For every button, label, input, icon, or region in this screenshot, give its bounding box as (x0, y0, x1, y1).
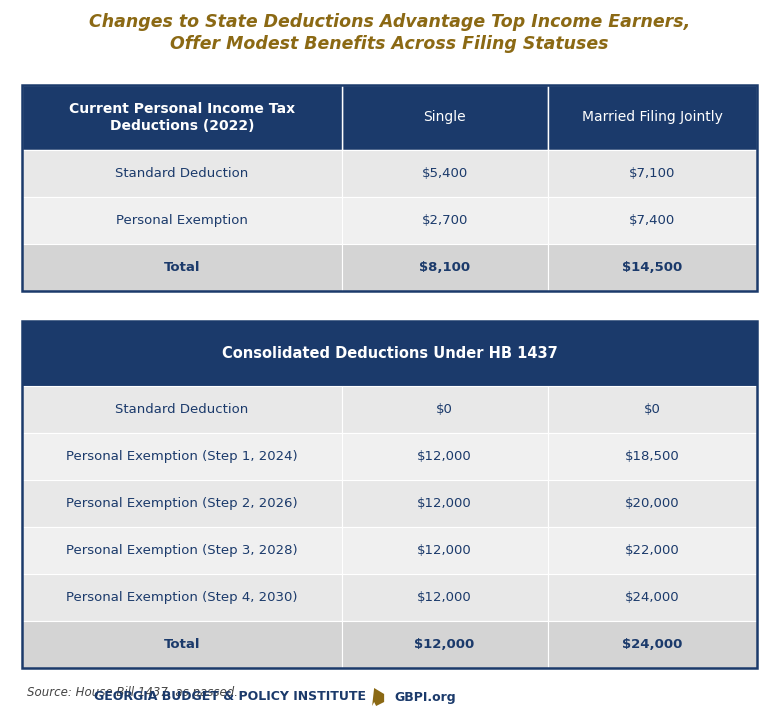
Bar (342, 527, 548, 574)
Text: $7,100: $7,100 (629, 167, 675, 180)
Bar (548, 574, 757, 621)
Text: $2,700: $2,700 (421, 214, 468, 227)
Bar (22, 85, 757, 150)
Bar (22, 85, 342, 150)
Bar (342, 621, 548, 668)
Bar (342, 480, 548, 527)
Text: Personal Exemption (Step 3, 2028): Personal Exemption (Step 3, 2028) (66, 544, 298, 557)
Bar (548, 621, 757, 668)
Text: Single: Single (423, 111, 466, 124)
Text: $0: $0 (436, 403, 453, 416)
Bar (342, 150, 548, 197)
Text: $20,000: $20,000 (625, 497, 679, 510)
Bar (342, 574, 548, 621)
Bar (22, 244, 342, 291)
Text: Standard Deduction: Standard Deduction (115, 403, 249, 416)
Text: Consolidated Deductions Under HB 1437: Consolidated Deductions Under HB 1437 (221, 346, 558, 361)
Text: Changes to State Deductions Advantage Top Income Earners,: Changes to State Deductions Advantage To… (89, 13, 690, 31)
Text: $22,000: $22,000 (625, 544, 679, 557)
Text: $7,400: $7,400 (629, 214, 675, 227)
Bar (342, 85, 548, 150)
Bar (22, 321, 757, 668)
Bar (22, 527, 342, 574)
Text: $5,400: $5,400 (421, 167, 467, 180)
Bar (342, 386, 548, 433)
Text: $0: $0 (643, 403, 661, 416)
Text: Personal Exemption (Step 1, 2024): Personal Exemption (Step 1, 2024) (66, 450, 298, 463)
Text: Source: House Bill 1437, as passed.: Source: House Bill 1437, as passed. (27, 686, 238, 699)
Bar (22, 574, 342, 621)
Text: $24,000: $24,000 (622, 638, 682, 651)
Bar (22, 386, 342, 433)
Text: Married Filing Jointly: Married Filing Jointly (582, 111, 723, 124)
Bar (342, 244, 548, 291)
Text: Personal Exemption: Personal Exemption (116, 214, 248, 227)
Polygon shape (372, 688, 384, 706)
Bar (548, 197, 757, 244)
Text: Personal Exemption (Step 2, 2026): Personal Exemption (Step 2, 2026) (66, 497, 298, 510)
Text: $12,000: $12,000 (414, 638, 474, 651)
Text: $24,000: $24,000 (625, 591, 679, 604)
Bar (22, 197, 342, 244)
Bar (342, 197, 548, 244)
Bar (22, 150, 342, 197)
Bar (548, 150, 757, 197)
Text: Offer Modest Benefits Across Filing Statuses: Offer Modest Benefits Across Filing Stat… (171, 35, 608, 53)
Bar (548, 433, 757, 480)
Text: GEORGIA BUDGET & POLICY INSTITUTE: GEORGIA BUDGET & POLICY INSTITUTE (94, 690, 366, 703)
Bar (548, 386, 757, 433)
Text: $18,500: $18,500 (625, 450, 679, 463)
Bar (22, 85, 757, 291)
Text: $14,500: $14,500 (622, 261, 682, 274)
Bar (22, 480, 342, 527)
Bar (22, 321, 757, 386)
Text: GBPI.org: GBPI.org (394, 690, 456, 703)
Text: $8,100: $8,100 (419, 261, 471, 274)
Bar (22, 433, 342, 480)
Bar (548, 527, 757, 574)
Text: Standard Deduction: Standard Deduction (115, 167, 249, 180)
Text: Total: Total (164, 638, 200, 651)
Text: $12,000: $12,000 (418, 497, 472, 510)
Text: $12,000: $12,000 (418, 544, 472, 557)
Bar (548, 244, 757, 291)
Bar (548, 85, 757, 150)
Text: $12,000: $12,000 (418, 591, 472, 604)
Text: Current Personal Income Tax
Deductions (2022): Current Personal Income Tax Deductions (… (69, 102, 295, 132)
Bar (342, 433, 548, 480)
Text: $12,000: $12,000 (418, 450, 472, 463)
Text: Total: Total (164, 261, 200, 274)
Text: Personal Exemption (Step 4, 2030): Personal Exemption (Step 4, 2030) (66, 591, 298, 604)
Bar (548, 480, 757, 527)
Bar (22, 621, 342, 668)
